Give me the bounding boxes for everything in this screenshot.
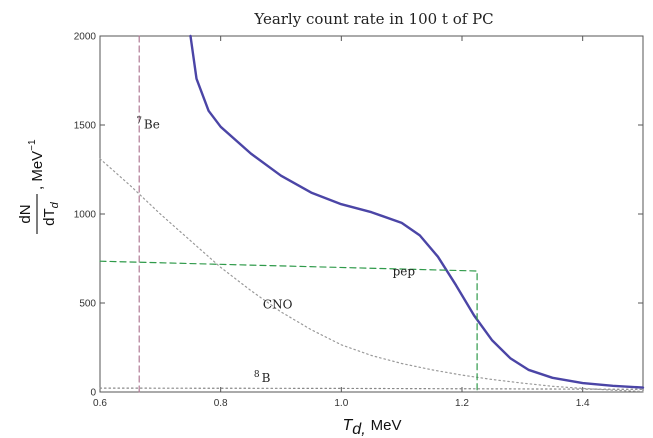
x-axis-label: Td, MeV	[343, 417, 402, 438]
y-label-numerator: dN	[17, 204, 34, 223]
x-tick-label: 1.0	[334, 398, 348, 409]
x-label-sub: d,	[352, 421, 365, 438]
label-b8-sup: 8	[254, 370, 260, 380]
y-axis-label: dN dTd , MeV−1	[17, 139, 61, 234]
x-axis-ticks: 0.6 0.8 1.0 1.2 1.4	[93, 36, 590, 409]
y-label-unit: , MeV−1	[27, 139, 46, 190]
label-be7-name: Be	[144, 118, 160, 132]
chart-title: Yearly count rate in 100 t of PC	[253, 10, 493, 28]
series-cno-line	[99, 158, 644, 393]
y-label-denominator: dTd	[41, 201, 61, 226]
x-tick-label: 1.2	[455, 398, 469, 409]
x-tick-label: 1.4	[576, 398, 590, 409]
series-b8-line	[99, 387, 644, 390]
y-tick-label: 0	[90, 388, 96, 399]
y-tick-label: 1000	[74, 210, 97, 221]
series-pep-line	[99, 260, 478, 393]
label-pep-name: pep	[393, 264, 416, 278]
x-tick-label: 0.8	[214, 398, 228, 409]
x-tick-label: 0.6	[93, 398, 107, 409]
y-axis-ticks: 0 500 1000 1500 2000	[74, 32, 643, 399]
y-label-unit-sup: −1	[27, 139, 38, 151]
y-tick-label: 1500	[74, 121, 97, 132]
label-be7: 7 Be	[136, 117, 160, 132]
label-pep: pep	[393, 264, 416, 278]
series-total-line	[189, 34, 645, 389]
y-tick-label: 500	[79, 299, 96, 310]
y-label-den-sub: d	[49, 201, 61, 208]
series-layer	[99, 34, 645, 393]
x-label-unit: MeV	[371, 417, 402, 434]
label-cno: CNO	[263, 297, 293, 311]
label-b8-name: B	[262, 371, 271, 385]
y-label-unit-text: , MeV	[29, 151, 46, 190]
plot-frame	[99, 35, 644, 393]
x-label-var: T	[343, 417, 354, 434]
label-be7-sup: 7	[136, 117, 142, 127]
series-labels: 7 Be CNO pep 8 B	[136, 117, 415, 386]
label-cno-name: CNO	[263, 297, 293, 311]
y-tick-label: 2000	[74, 32, 97, 43]
y-label-den-var: dT	[41, 208, 58, 226]
